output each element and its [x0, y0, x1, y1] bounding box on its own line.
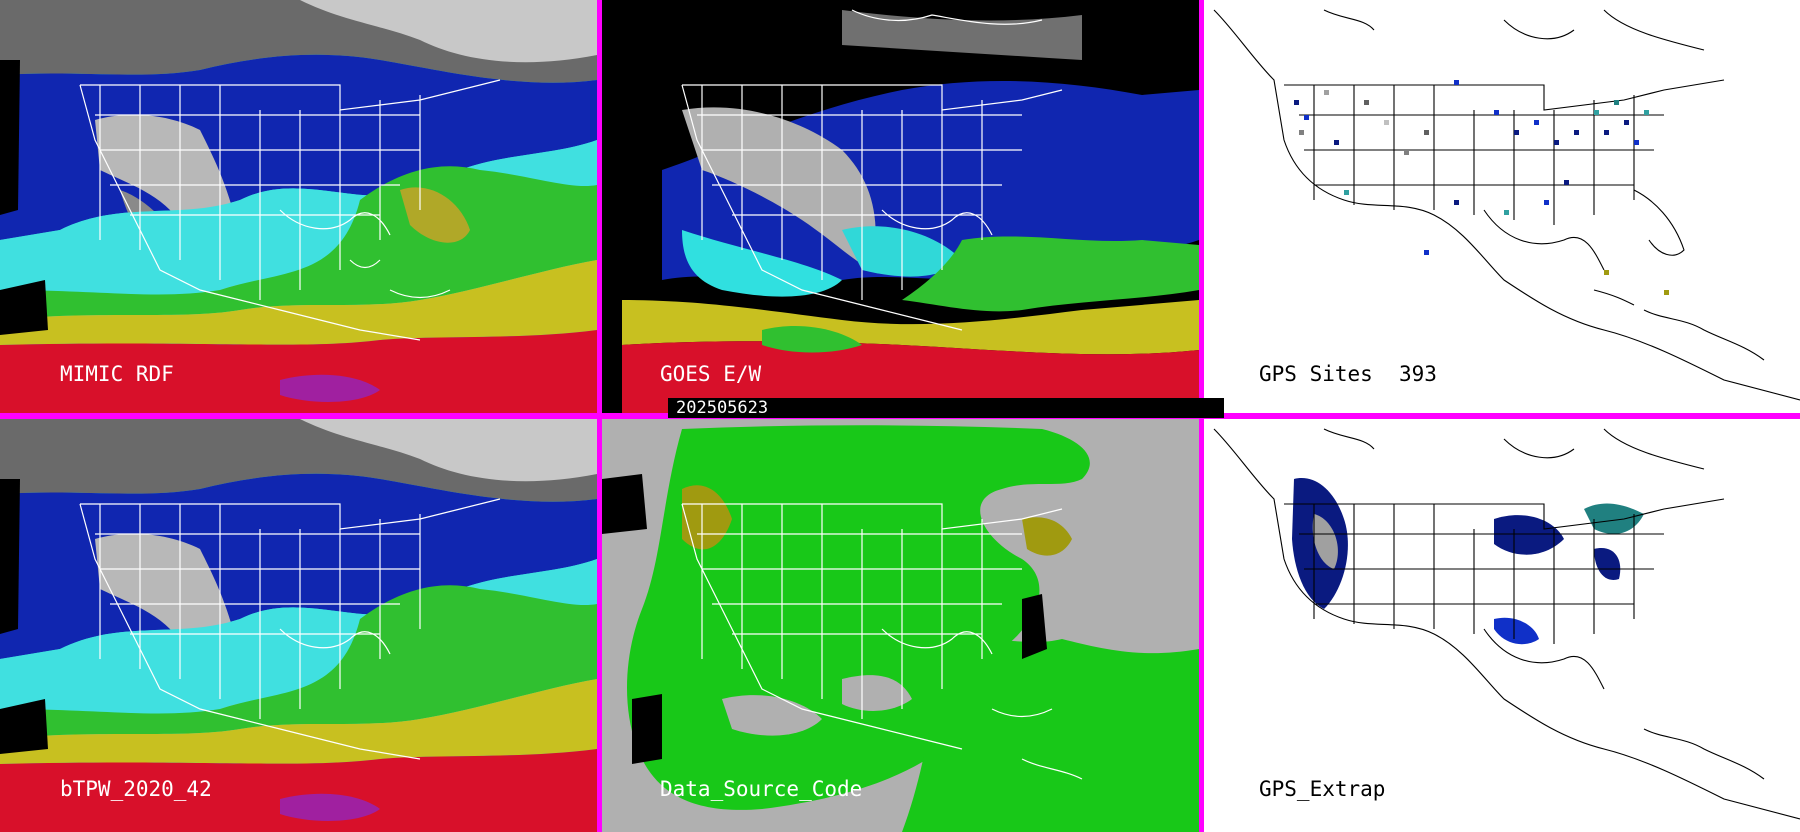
panel-label: GPS Sites: [1259, 362, 1373, 386]
timestamp-text: 202505623: [676, 398, 769, 418]
panel-gps-extrap: GPS_Extrap: [1204, 419, 1800, 832]
panel-gps-sites: GPS Sites 393: [1204, 0, 1800, 413]
panel-label: GOES E/W: [660, 362, 762, 386]
panel-label: bTPW_2020_42: [60, 777, 212, 801]
panel-label: Data_Source_Code: [660, 777, 863, 801]
mimic-rdf-map: [0, 0, 597, 413]
panel-goes-ew: GOES E/W: [602, 0, 1199, 413]
gps-site-count: 393: [1399, 362, 1437, 386]
panel-data-source-code: Data_Source_Code: [602, 419, 1199, 832]
panel-mimic-rdf: MIMIC RDF: [0, 0, 597, 413]
data-source-code-map: [602, 419, 1199, 832]
timestamp-bar: 202505623: [668, 398, 1224, 418]
gps-extrap-map: [1204, 419, 1800, 832]
btpw-map: [0, 419, 597, 832]
panel-btpw: bTPW_2020_42: [0, 419, 597, 832]
goes-ew-map: [602, 0, 1199, 413]
panel-label: GPS_Extrap: [1259, 777, 1386, 801]
gps-sites-map: [1204, 0, 1800, 413]
panel-label: MIMIC RDF: [60, 362, 174, 386]
